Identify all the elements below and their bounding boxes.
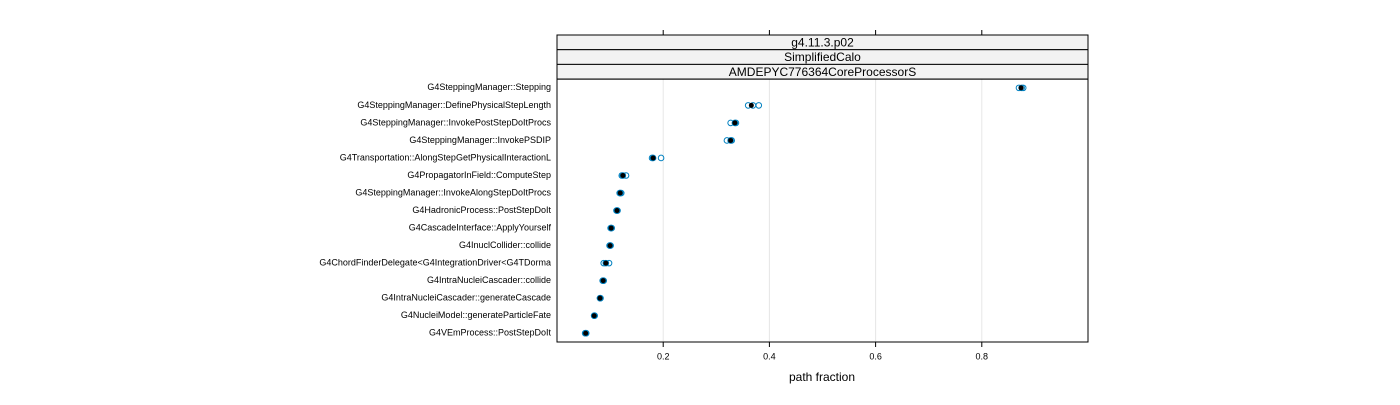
mean-point xyxy=(603,260,609,266)
point xyxy=(607,224,615,232)
y-tick-label: G4IntraNucleiCascader::collide xyxy=(427,275,551,285)
mean-point xyxy=(617,190,623,196)
x-tick-label: 0.2 xyxy=(657,351,670,361)
y-tick-label: G4Transportation::AlongStepGetPhysicalIn… xyxy=(340,152,551,162)
y-tick-label: G4PropagatorInField::ComputeStep xyxy=(407,170,551,180)
mean-point xyxy=(597,295,603,301)
y-tick-label: G4VEmProcess::PostStepDoIt xyxy=(429,328,552,338)
point xyxy=(602,259,610,267)
point xyxy=(755,102,763,109)
mean-point xyxy=(583,330,589,336)
y-tick-label: G4SteppingManager::InvokePSDIP xyxy=(409,135,551,145)
mean-point xyxy=(591,313,597,319)
point xyxy=(649,154,657,162)
mean-point xyxy=(614,208,620,214)
y-tick-label: G4SteppingManager::DefinePhysicalStepLen… xyxy=(357,100,551,110)
y-tick-label: G4HadronicProcess::PostStepDoIt xyxy=(412,205,551,215)
point xyxy=(606,242,614,249)
y-tick-label: G4InuclCollider::collide xyxy=(459,240,551,250)
y-tick-label: G4SteppingManager::InvokePostStepDoItPro… xyxy=(360,117,551,127)
x-tick-label: 0.4 xyxy=(763,351,776,361)
mean-point xyxy=(1018,85,1024,91)
y-tick-label: G4CascadeInterface::ApplyYourself xyxy=(409,222,552,232)
point xyxy=(616,189,624,197)
mean-point xyxy=(608,225,614,231)
mean-point xyxy=(732,120,738,126)
mean-point xyxy=(748,102,754,108)
point xyxy=(657,154,665,162)
y-tick-label: G4SteppingManager::InvokeAlongStepDoItPr… xyxy=(355,187,551,197)
mean-point xyxy=(607,243,613,249)
x-axis-label: path fraction xyxy=(789,370,855,384)
point xyxy=(727,137,734,144)
panel xyxy=(556,78,1089,343)
mean-point xyxy=(620,172,626,178)
y-tick-label: G4NucleiModel::generateParticleFate xyxy=(401,310,551,320)
point xyxy=(596,294,604,302)
y-tick-label: G4IntraNucleiCascader::generateCascade xyxy=(381,293,551,303)
point xyxy=(590,312,598,320)
point xyxy=(613,207,621,214)
point xyxy=(731,119,739,127)
y-tick-label: G4SteppingManager::Stepping xyxy=(427,82,551,92)
point xyxy=(599,277,607,284)
y-tick-label: G4ChordFinderDelegate<G4IntegrationDrive… xyxy=(319,258,551,268)
point xyxy=(582,329,589,337)
mean-point xyxy=(728,137,734,143)
strip-label: g4.11.3.p02 xyxy=(791,36,854,50)
strip-label: AMDEPYC776364CoreProcessorS xyxy=(729,65,916,79)
mean-point xyxy=(600,278,606,284)
mean-point xyxy=(650,155,656,161)
x-tick-label: 0.6 xyxy=(869,351,882,361)
strip-label: SimplifiedCalo xyxy=(784,50,861,64)
point xyxy=(619,172,627,179)
x-tick-label: 0.8 xyxy=(976,351,989,361)
